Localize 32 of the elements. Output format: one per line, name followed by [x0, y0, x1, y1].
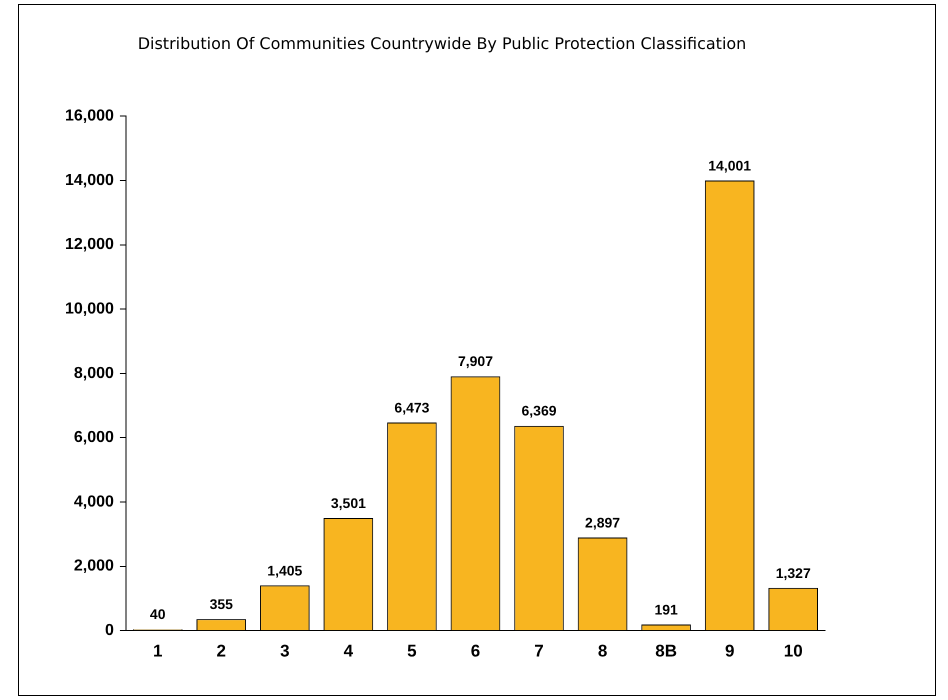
x-tick-label: 4 [344, 641, 354, 660]
x-tick-label: 6 [470, 641, 480, 660]
data-label: 3,501 [330, 494, 366, 511]
data-label: 2,897 [585, 514, 620, 530]
y-tick-label: 8,000 [74, 364, 114, 382]
data-label: 6,369 [521, 402, 557, 419]
x-tick-label: 8B [655, 641, 677, 660]
data-label: 355 [210, 596, 234, 612]
y-tick-label: 10,000 [65, 300, 114, 318]
x-tick-label: 8 [598, 641, 608, 660]
data-label: 7,907 [458, 353, 494, 370]
data-label: 1,327 [776, 564, 811, 581]
data-label: 6,473 [394, 399, 430, 416]
x-tick-label: 10 [784, 641, 803, 660]
data-label: 40 [150, 606, 166, 622]
x-tick-label: 1 [152, 641, 162, 660]
y-tick-label: 6,000 [74, 429, 114, 446]
data-label: 14,001 [708, 157, 752, 174]
x-tick-label: 3 [280, 641, 290, 660]
y-tick-label: 16,000 [65, 108, 114, 125]
x-tick-label: 5 [407, 641, 417, 660]
x-tick-label: 9 [724, 641, 734, 660]
y-tick-label: 4,000 [74, 493, 114, 510]
x-tick-label: 7 [534, 641, 544, 660]
data-label: 191 [654, 601, 678, 618]
chart-title: Distribution Of Communities Countrywide By Public Protection Classification [138, 34, 746, 53]
y-tick-label: 14,000 [65, 172, 114, 189]
y-tick-label: 2,000 [74, 558, 114, 575]
y-tick-label: 0 [105, 622, 114, 640]
data-label: 1,405 [267, 562, 303, 578]
x-tick-label: 2 [216, 641, 226, 660]
y-tick-label: 12,000 [65, 236, 114, 254]
